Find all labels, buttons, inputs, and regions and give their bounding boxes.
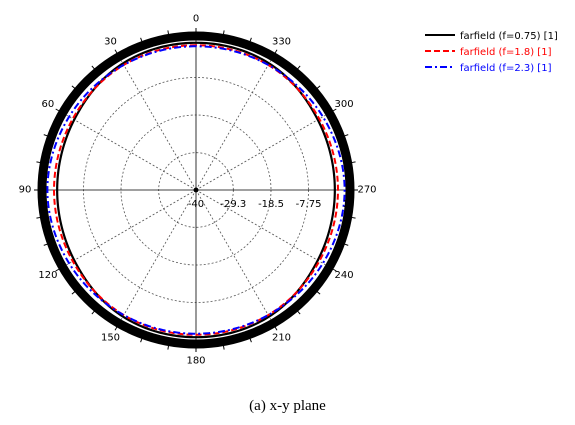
angle-tick [140,338,143,343]
angle-label: 30 [104,36,117,47]
angle-tick [332,268,337,272]
origin-dot [193,187,199,193]
angle-tick [297,310,301,315]
angular-tick-labels: 0 30 60 90 120 150 180 210 240 270 300 330 [19,14,377,367]
angle-tick [274,49,278,54]
angle-tick [222,30,225,35]
angle-tick [55,268,60,272]
series-line-1 [56,41,336,339]
radial-label: -29.3 [220,199,246,210]
grid-spoke [195,114,327,191]
angle-label: 270 [357,185,376,196]
angle-label: 240 [335,270,354,281]
angle-tick [351,216,356,219]
angle-tick [167,345,170,350]
angle-tick [71,291,76,295]
angle-tick [316,291,321,295]
series-line-3 [46,45,346,335]
angle-label: 120 [38,270,57,281]
angle-tick [274,326,278,331]
angle-tick [140,37,143,42]
angle-tick [344,134,349,137]
angle-tick [91,310,95,315]
angle-tick [36,216,41,219]
angle-tick [71,85,76,89]
radial-label: -18.5 [258,199,284,210]
figure-caption: (a) x-y plane [249,398,326,414]
radial-label: -40 [188,199,204,210]
angle-tick [167,30,170,35]
angle-tick [43,134,48,137]
grid-spoke [120,59,197,191]
angle-label: 150 [101,333,120,344]
angle-tick [316,85,321,89]
angle-tick [55,108,60,112]
angle-label: 90 [19,185,32,196]
radial-label: -7.75 [296,199,322,210]
angle-tick [249,37,252,42]
grid-spoke [65,114,197,191]
angle-tick [91,65,95,70]
grid-spoke [195,59,272,191]
angle-label: 180 [186,356,205,367]
angle-label: 210 [272,333,291,344]
angle-tick [114,326,118,331]
grid-spoke [195,189,272,321]
outer-ring [37,31,355,349]
radial-tick-labels: -40 -29.3 -18.5 -7.75 3 [188,199,349,210]
legend-entry: farfield (f=0.75) [1] [460,31,558,42]
angle-tick [297,65,301,70]
grid-spoke [65,189,197,266]
angle-tick [351,161,356,164]
grid-spoke [120,189,197,321]
angle-label: 0 [193,14,199,25]
angle-label: 60 [42,99,55,110]
legend: farfield (f=0.75) [1] farfield (f=1.8) [1… [425,31,558,74]
angle-tick [332,108,337,112]
angle-tick [222,345,225,350]
legend-entry: farfield (f=2.3) [1] [460,63,552,74]
angle-tick [344,243,349,246]
angle-tick [249,338,252,343]
legend-entry: farfield (f=1.8) [1] [460,47,552,58]
angle-tick [114,49,118,54]
series-layer [46,41,346,339]
angle-tick [43,243,48,246]
angle-tick [36,161,41,164]
angle-label: 330 [272,36,291,47]
radial-label: 3 [343,199,349,210]
grid-spoke [195,189,327,266]
series-line-2 [53,44,339,336]
polar-grid [34,28,358,352]
angle-label: 300 [335,99,354,110]
